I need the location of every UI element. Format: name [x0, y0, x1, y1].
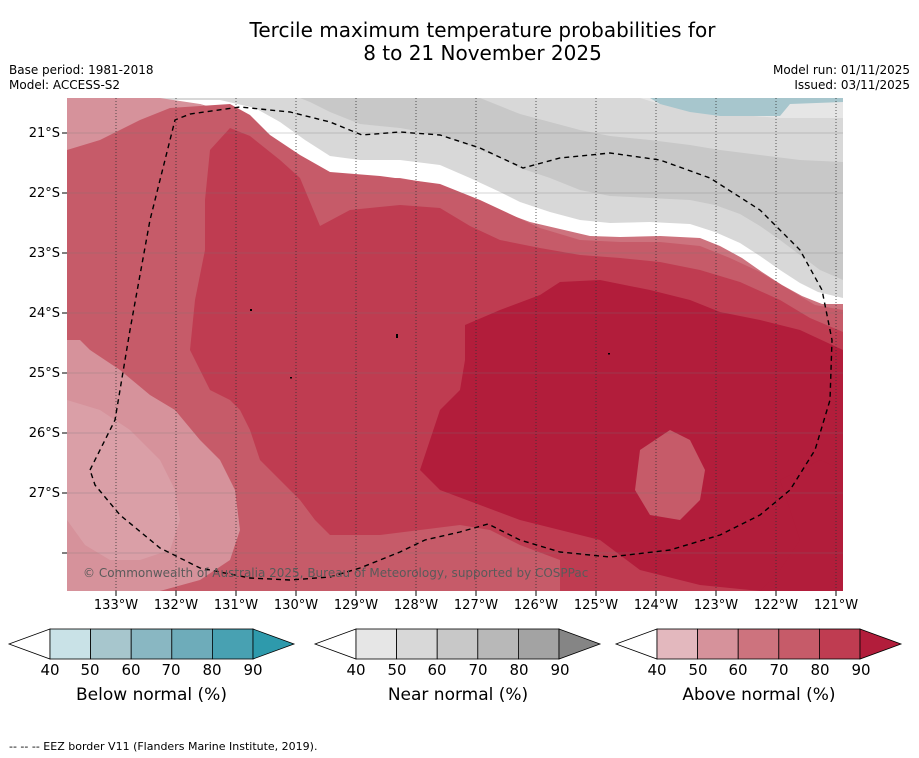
lon-label: 132°W [153, 598, 199, 613]
lat-label: 26°S [28, 426, 60, 441]
legend-tick: 50 [80, 661, 100, 679]
lon-label: 122°W [753, 598, 799, 613]
lon-label: 131°W [213, 598, 259, 613]
legend-tick: 60 [427, 661, 447, 679]
legend-swatch [778, 628, 820, 660]
legend-swatch [477, 628, 519, 660]
legend-swatch [396, 628, 438, 660]
legend-below-title: Below normal (%) [76, 685, 227, 705]
legend-tick: 50 [688, 661, 708, 679]
lon-label: 121°W [813, 598, 859, 613]
legend-swatch [436, 628, 479, 660]
legend-swatch [130, 628, 173, 660]
field-below-50 [650, 98, 843, 116]
legend-near [313, 628, 602, 660]
legend-tick: 90 [550, 661, 570, 679]
legend-below [7, 628, 296, 660]
lon-label: 128°W [393, 598, 439, 613]
longitude-ticks [115, 591, 837, 596]
field-above-50-sw [67, 345, 240, 591]
lon-label: 126°W [513, 598, 559, 613]
legend-swatch [171, 628, 213, 660]
copyright-credit: © Commonwealth of Australia 2025, Bureau… [83, 566, 589, 580]
legend-tick: 40 [40, 661, 60, 679]
base-period: Base period: 1981-2018 [9, 63, 154, 77]
lon-label: 123°W [693, 598, 739, 613]
legend-tick: 80 [202, 661, 222, 679]
legend-swatch [90, 628, 132, 660]
legend-tick: 70 [161, 661, 181, 679]
legend-above-title: Above normal (%) [682, 685, 836, 705]
lat-label: 27°S [28, 486, 60, 501]
field-above-80-spot [260, 300, 285, 348]
lat-label: 21°S [28, 126, 60, 141]
lat-label: 24°S [28, 306, 60, 321]
legend-swatch [518, 628, 560, 660]
model-run: Model run: 01/11/2025 [772, 63, 910, 77]
lon-label: 125°W [573, 598, 619, 613]
lon-label: 130°W [273, 598, 319, 613]
legend-tick: 70 [468, 661, 488, 679]
longitude-gridlines [115, 98, 837, 591]
legend-swatch [737, 628, 780, 660]
legend-tick: 90 [243, 661, 263, 679]
legend-tick: 90 [851, 661, 871, 679]
model-name: Model: ACCESS-S2 [9, 78, 121, 92]
legend-extend-low [7, 628, 51, 660]
map-fields [67, 98, 843, 591]
latitude-gridlines [67, 132, 843, 554]
legend-tick: 40 [647, 661, 667, 679]
legend-swatch [819, 628, 861, 660]
legend-above [614, 628, 903, 660]
latitude-ticks [62, 132, 67, 554]
legend-swatch [49, 628, 91, 660]
legend-tick: 50 [387, 661, 407, 679]
legend-tick: 60 [121, 661, 141, 679]
legend-extend-high [252, 628, 296, 660]
field-above-80-island [635, 430, 705, 520]
legend-tick: 80 [509, 661, 529, 679]
legend-swatch [211, 628, 254, 660]
legend-extend-low [614, 628, 658, 660]
legend-tick: 40 [346, 661, 366, 679]
legend-swatch [697, 628, 739, 660]
lon-label: 127°W [453, 598, 499, 613]
lon-label: 129°W [333, 598, 379, 613]
islands [250, 309, 610, 379]
map-title: Tercile maximum temperature probabilitie… [0, 19, 919, 65]
eez-footnote: -- -- -- EEZ border V11 (Flanders Marine… [9, 740, 318, 753]
legend-tick: 70 [769, 661, 789, 679]
legend-extend-high [558, 628, 602, 660]
meta-left: Base period: 1981-2018 Model: ACCESS-S2 [9, 63, 154, 93]
legend-tick: 80 [810, 661, 830, 679]
lat-label: 23°S [28, 246, 60, 261]
legend-swatch [656, 628, 698, 660]
lat-label: 25°S [28, 366, 60, 381]
field-above-90 [420, 280, 843, 591]
legend-near-title: Near normal (%) [387, 685, 529, 705]
legend-extend-low [313, 628, 357, 660]
title-line-2: 8 to 21 November 2025 [363, 41, 602, 65]
field-above-40-sw [67, 400, 180, 560]
meta-right: Model run: 01/11/2025 Issued: 03/11/2025 [773, 63, 910, 93]
legend-tick: 60 [728, 661, 748, 679]
issued-date: Issued: 03/11/2025 [794, 78, 910, 92]
legend-swatch [355, 628, 397, 660]
title-line-1: Tercile maximum temperature probabilitie… [249, 18, 716, 42]
lon-label: 133°W [93, 598, 139, 613]
lon-label: 124°W [633, 598, 679, 613]
legend-extend-high [859, 628, 903, 660]
lat-label: 22°S [28, 186, 60, 201]
